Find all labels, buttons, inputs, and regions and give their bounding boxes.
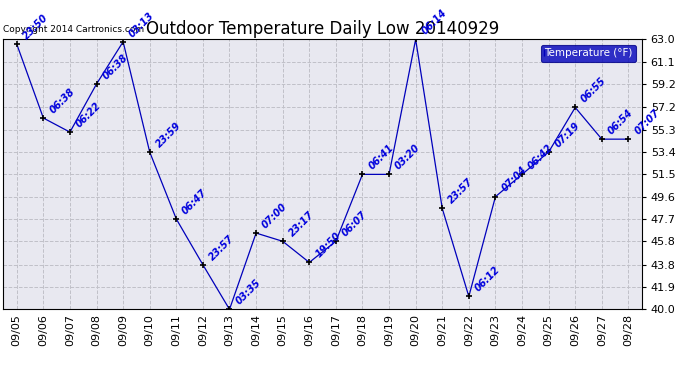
Text: Copyright 2014 Cartronics.com: Copyright 2014 Cartronics.com	[3, 25, 145, 34]
Text: 23:57: 23:57	[446, 177, 475, 206]
Text: 03:35: 03:35	[234, 278, 263, 307]
Text: 07:04: 07:04	[500, 165, 529, 194]
Text: 23:57: 23:57	[207, 233, 236, 262]
Text: 06:38: 06:38	[48, 86, 77, 115]
Text: 23:50: 23:50	[21, 12, 50, 41]
Legend: Temperature (°F): Temperature (°F)	[541, 45, 636, 62]
Text: 06:14: 06:14	[420, 8, 448, 37]
Text: 06:54: 06:54	[606, 108, 635, 136]
Text: 07:19: 07:19	[553, 120, 582, 149]
Text: 06:22: 06:22	[74, 100, 103, 129]
Text: 06:38: 06:38	[101, 52, 130, 81]
Text: 06:12: 06:12	[473, 265, 502, 294]
Text: 06:47: 06:47	[181, 187, 209, 216]
Text: 03:20: 03:20	[393, 143, 422, 172]
Text: 19:50: 19:50	[313, 231, 342, 260]
Text: 07:00: 07:00	[260, 201, 289, 230]
Text: 06:41: 06:41	[366, 143, 395, 172]
Text: 23:59: 23:59	[154, 120, 183, 149]
Text: 23:17: 23:17	[287, 210, 316, 238]
Text: 06:42: 06:42	[526, 143, 555, 172]
Text: 03:13: 03:13	[127, 10, 156, 39]
Text: 06:07: 06:07	[340, 210, 369, 238]
Text: 07:07: 07:07	[633, 108, 662, 136]
Text: 06:55: 06:55	[580, 76, 609, 105]
Title: Outdoor Temperature Daily Low 20140929: Outdoor Temperature Daily Low 20140929	[146, 20, 499, 38]
